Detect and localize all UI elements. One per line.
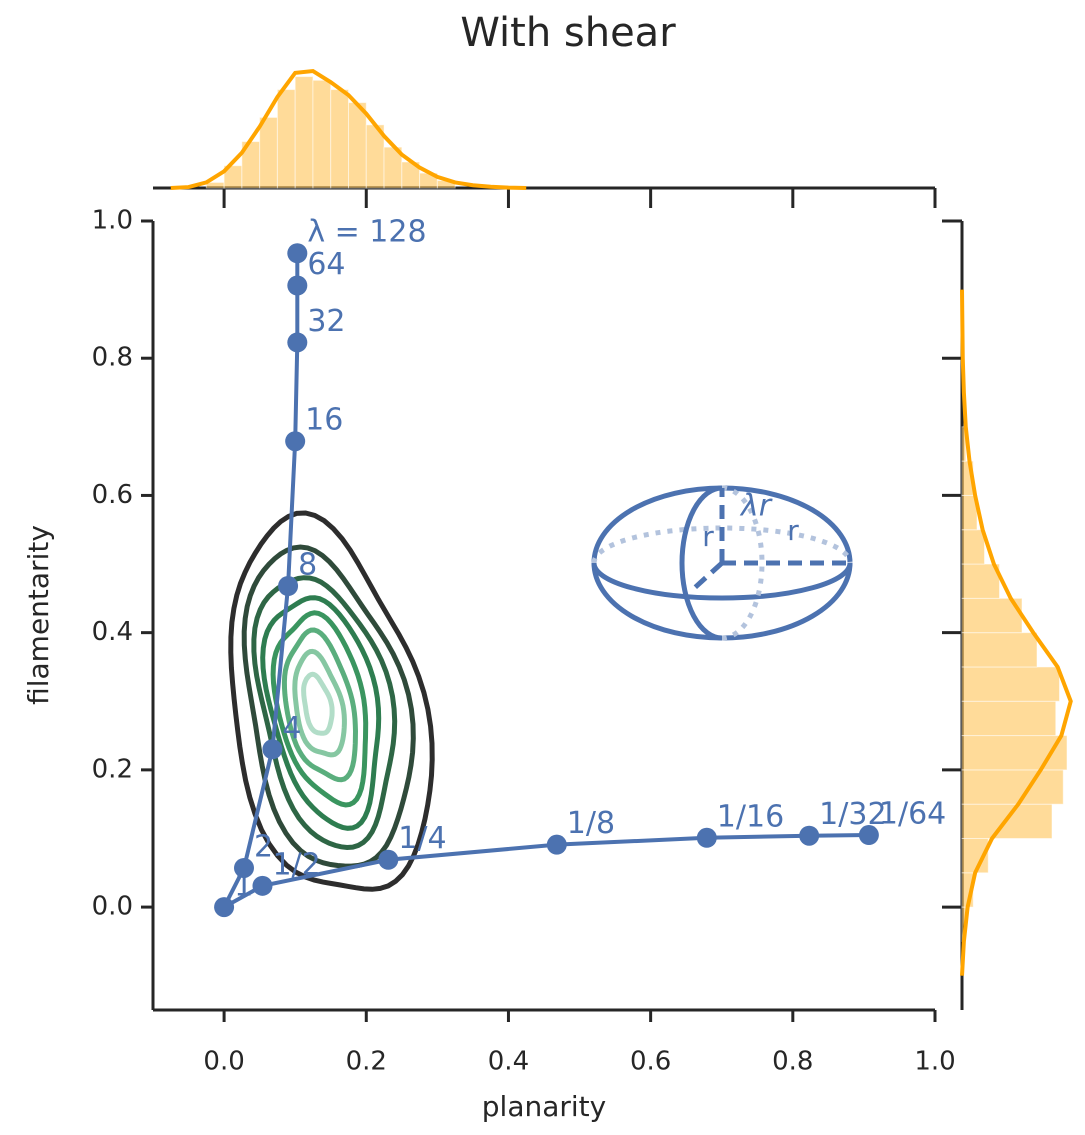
y-axis-label: filamentarity (22, 525, 55, 705)
y-tick-label: 0.0 (92, 892, 133, 922)
point (287, 243, 308, 264)
x-tick-label: 1.0 (914, 1047, 955, 1077)
hist-bar (961, 700, 1057, 737)
x-tick-label: 0.6 (630, 1047, 671, 1077)
contour (301, 671, 335, 736)
hist-bar (961, 529, 985, 565)
hist-bar (330, 89, 349, 189)
meridian-front (679, 485, 723, 641)
point (287, 332, 308, 353)
x-axis-label: planarity (482, 1090, 606, 1123)
point (378, 849, 399, 870)
point-label: 1/64 (879, 797, 946, 832)
x-tick-label: 0.0 (203, 1047, 244, 1077)
point (287, 275, 308, 296)
point (285, 431, 306, 452)
x-tick-label: 0.4 (488, 1047, 529, 1077)
point-label: 1/2 (272, 847, 320, 882)
equator-front (591, 562, 853, 601)
hist-bar (961, 666, 1060, 702)
hist-bar (294, 76, 314, 189)
chart-title: With shear (460, 10, 676, 56)
point (858, 825, 879, 846)
hist-bar (348, 102, 367, 189)
point (546, 834, 567, 855)
hist-bar (961, 597, 1023, 634)
equator-back (591, 525, 853, 564)
point-label: 1/16 (717, 799, 784, 834)
point (278, 575, 299, 596)
point-label: 16 (305, 403, 343, 438)
hist-bar (961, 563, 1000, 599)
y-tick-label: 0.2 (92, 754, 133, 784)
point-label: λ = 128 (307, 215, 426, 250)
hist-bar (312, 79, 332, 189)
x-tick-label: 0.2 (346, 1047, 387, 1077)
point-label: 4 (282, 711, 301, 746)
ellipsoid-inset: λr r r (591, 485, 853, 641)
point-label: 2 (254, 829, 273, 864)
contour (228, 510, 435, 892)
contour (241, 544, 416, 869)
point-label: 32 (307, 304, 345, 339)
density-contours (228, 510, 435, 892)
annotation: r (702, 520, 714, 553)
hist-bar (961, 769, 1064, 805)
x-tick-label: 0.8 (772, 1047, 813, 1077)
point-label: 1/4 (398, 821, 446, 856)
point (696, 827, 717, 848)
hist-bar (276, 89, 296, 189)
hist-bar (961, 632, 1038, 668)
hist-bar (205, 181, 225, 189)
point (262, 739, 283, 760)
y-tick-label: 0.8 (92, 343, 133, 373)
point (799, 825, 820, 846)
y-tick-label: 0.6 (92, 480, 133, 510)
annotation: λr (739, 489, 773, 524)
series-line (219, 253, 869, 913)
y-tick-label: 0.4 (92, 617, 133, 647)
point-label: 1/8 (567, 806, 615, 841)
point-label: 8 (298, 547, 317, 582)
hist-bar (259, 116, 278, 189)
kde-curve (960, 289, 1073, 976)
contour (281, 627, 359, 783)
axes-dashed (688, 488, 850, 594)
point-label: 64 (307, 247, 345, 282)
point-label: 1/32 (819, 797, 886, 832)
y-tick-label: 1.0 (92, 206, 133, 236)
kde-curve (170, 68, 527, 190)
contour (251, 575, 398, 851)
contour (292, 648, 347, 758)
point-label: 1 (234, 869, 253, 904)
point (214, 897, 235, 918)
contour (270, 610, 369, 808)
point (233, 857, 254, 878)
point (252, 875, 273, 896)
annotation: r (787, 514, 799, 547)
